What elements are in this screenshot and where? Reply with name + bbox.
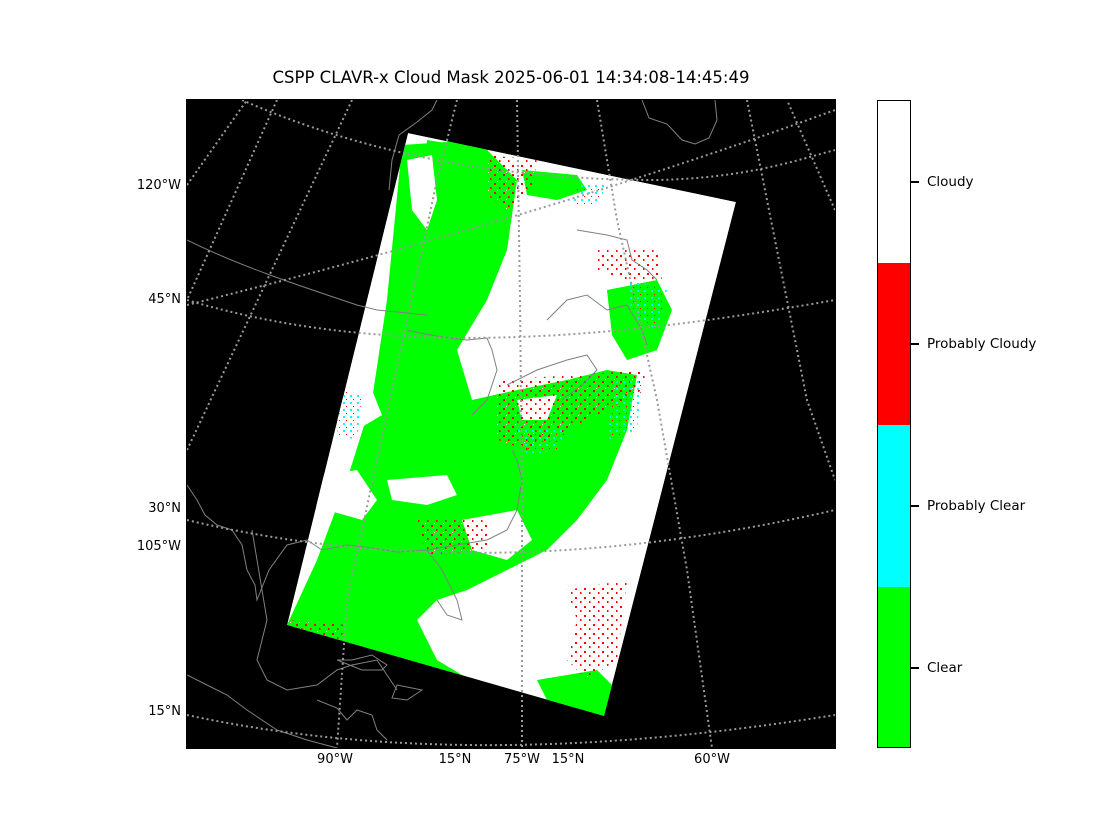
colorbar: [877, 100, 911, 748]
lat-label: 30°N: [148, 501, 181, 516]
colorbar-segment-probably-cloudy: [878, 263, 910, 425]
lat-label: 15°N: [148, 704, 181, 719]
colorbar-segment-probably-clear: [878, 425, 910, 587]
lat-label: 120°W: [136, 178, 181, 193]
colorbar-label-probably-cloudy: Probably Cloudy: [927, 336, 1037, 352]
colorbar-segment-clear: [878, 587, 910, 747]
lon-label: 75°W: [504, 752, 540, 767]
lon-label: 60°W: [694, 752, 730, 767]
lon-label: 15°N: [438, 752, 472, 767]
graticule: [187, 100, 835, 748]
map-title: CSPP CLAVR-x Cloud Mask 2025-06-01 14:34…: [272, 68, 750, 87]
colorbar-segment-cloudy: [878, 101, 910, 263]
lat-label: 45°N: [148, 292, 181, 307]
cloud-mask-map: [187, 100, 835, 748]
colorbar-label-cloudy: Cloudy: [927, 174, 974, 190]
colorbar-tick: [911, 667, 919, 669]
lon-label: 15°N: [551, 752, 585, 767]
colorbar-label-probably-clear: Probably Clear: [927, 498, 1026, 514]
colorbar-tick: [911, 343, 919, 345]
coastlines: [187, 100, 718, 748]
colorbar-tick: [911, 181, 919, 183]
lat-label: 105°W: [136, 539, 181, 554]
lon-label: 90°W: [317, 752, 353, 767]
colorbar-tick: [911, 505, 919, 507]
colorbar-label-clear: Clear: [927, 660, 963, 676]
map-panel: [186, 99, 836, 749]
satellite-swath: [287, 133, 736, 716]
